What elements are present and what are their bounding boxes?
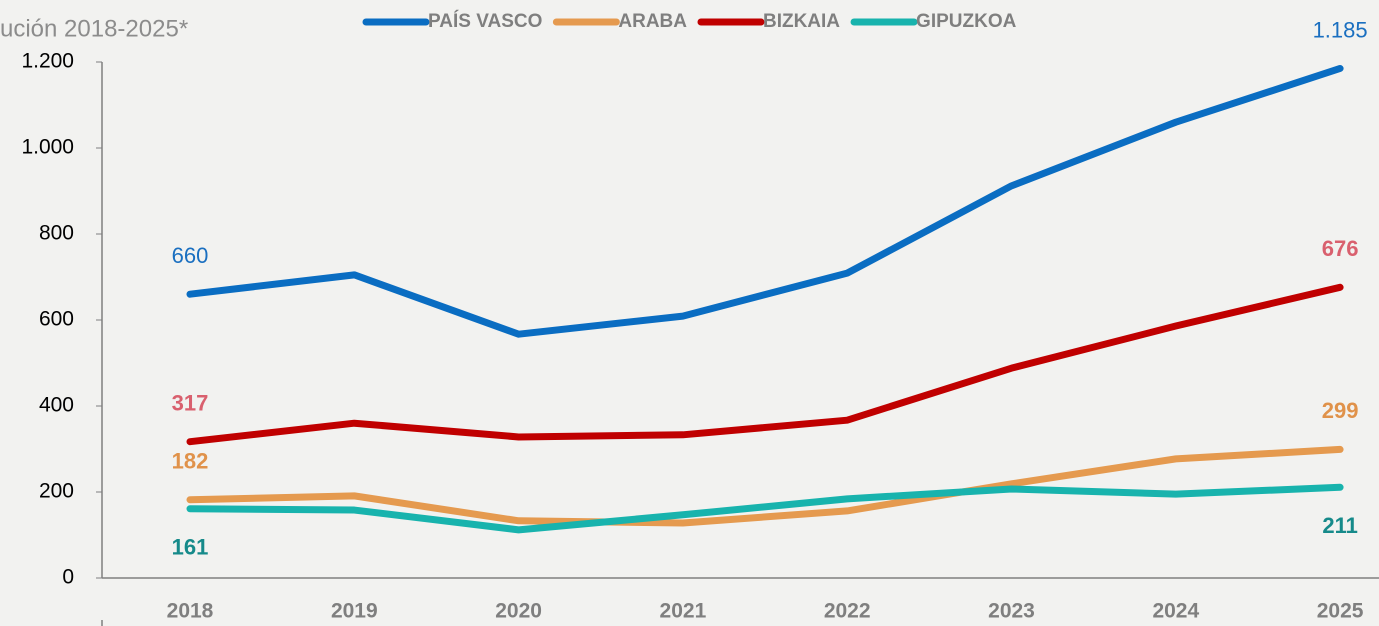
legend-label: GIPUZKOA bbox=[916, 11, 1017, 32]
x-tick-label: 2019 bbox=[331, 600, 378, 623]
series-line bbox=[186, 283, 1344, 446]
data-label: 317 bbox=[172, 391, 209, 416]
x-tick-label: 2020 bbox=[495, 600, 542, 623]
y-tick-label: 0 bbox=[62, 566, 74, 589]
data-label: 660 bbox=[172, 243, 209, 268]
series-line bbox=[186, 64, 1344, 338]
x-tick-label: 2024 bbox=[1152, 600, 1199, 623]
legend-label: BIZKAIA bbox=[763, 11, 840, 32]
y-tick-label: 1.200 bbox=[21, 50, 74, 73]
y-tick-label: 400 bbox=[39, 394, 74, 417]
data-label: 1.185 bbox=[1313, 17, 1368, 42]
y-tick-label: 1.000 bbox=[21, 136, 74, 159]
data-label: 676 bbox=[1322, 236, 1359, 261]
chart-title: ución 2018-2025* bbox=[0, 15, 188, 42]
series-line bbox=[186, 445, 1344, 527]
legend-label: ARABA bbox=[618, 11, 687, 32]
x-tick-label: 2025 bbox=[1317, 600, 1364, 623]
legend-label: PAÍS VASCO bbox=[428, 10, 542, 32]
x-tick-label: 2018 bbox=[167, 600, 214, 623]
series-line bbox=[186, 483, 1344, 534]
x-tick-label: 2023 bbox=[988, 600, 1035, 623]
data-label: 182 bbox=[172, 449, 209, 474]
x-tick-label: 2022 bbox=[824, 600, 871, 623]
data-label: 161 bbox=[172, 535, 209, 560]
x-tick-label: 2021 bbox=[660, 600, 707, 623]
data-label: 299 bbox=[1322, 398, 1359, 423]
y-tick-label: 600 bbox=[39, 308, 74, 331]
y-tick-label: 800 bbox=[39, 222, 74, 245]
data-label: 211 bbox=[1322, 513, 1358, 538]
y-tick-label: 200 bbox=[39, 480, 74, 503]
